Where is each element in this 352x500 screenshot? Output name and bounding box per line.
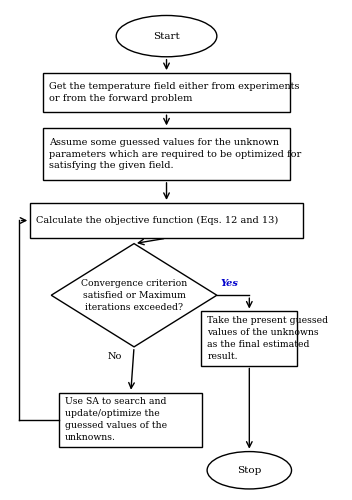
- Text: No: No: [108, 352, 122, 361]
- Text: Get the temperature field either from experiments
or from the forward problem: Get the temperature field either from ex…: [49, 82, 300, 103]
- Text: Calculate the objective function (Eqs. 12 and 13): Calculate the objective function (Eqs. 1…: [36, 216, 278, 225]
- Bar: [43, 128, 290, 180]
- Bar: [59, 392, 202, 446]
- Bar: [43, 73, 290, 112]
- Text: Convergence criterion
satisfied or Maximum
iterations exceeded?: Convergence criterion satisfied or Maxim…: [81, 279, 187, 312]
- Text: Use SA to search and
update/optimize the
guessed values of the
unknowns.: Use SA to search and update/optimize the…: [65, 398, 167, 442]
- Bar: [201, 312, 297, 366]
- Text: Take the present guessed
values of the unknowns
as the final estimated
result.: Take the present guessed values of the u…: [207, 316, 328, 360]
- Text: Stop: Stop: [237, 466, 262, 475]
- Text: Assume some guessed values for the unknown
parameters which are required to be o: Assume some guessed values for the unkno…: [49, 138, 301, 170]
- Text: Start: Start: [153, 32, 180, 40]
- Bar: [30, 203, 303, 238]
- Text: Yes: Yes: [220, 280, 238, 288]
